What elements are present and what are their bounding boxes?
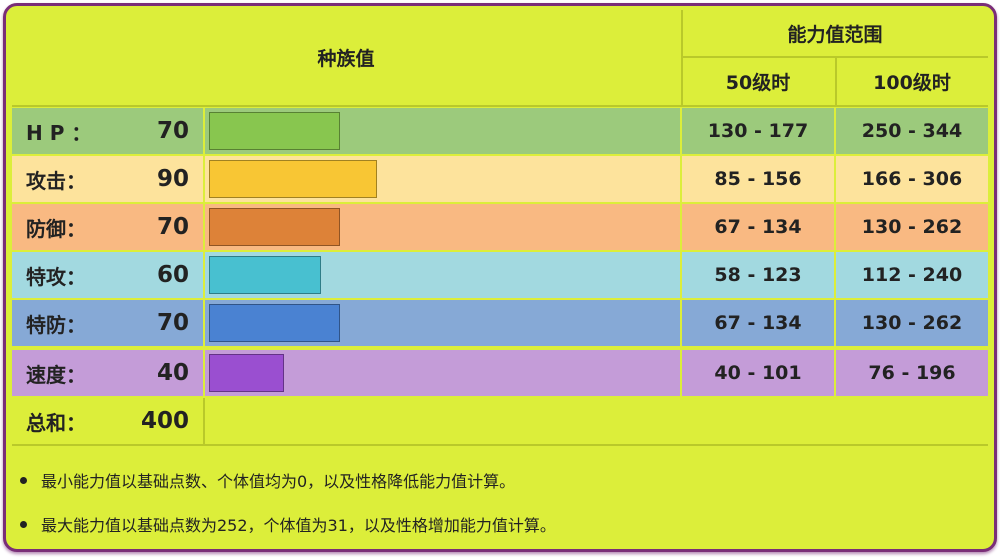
total-value: 400 (140, 408, 189, 434)
bar-cell (205, 204, 680, 250)
total-label: 总和： (26, 410, 86, 435)
header-stat-range: 能力值范围 (787, 23, 883, 46)
stat-bar (209, 354, 284, 392)
bar-cell (205, 156, 680, 202)
range-lv50: 85 - 156 (682, 156, 834, 202)
header-lv100: 100级时 (873, 72, 951, 94)
stat-bar (209, 304, 340, 342)
stat-value: 90 (156, 166, 189, 192)
stat-label: 特攻： (26, 264, 86, 289)
stat-value: 70 (156, 118, 189, 144)
stat-value: 40 (156, 360, 189, 386)
header-base-stats: 种族值 (317, 48, 375, 70)
bar-cell (205, 350, 680, 396)
note-text: 最大能力值以基础点数为252，个体值为31，以及性格增加能力值计算。 (41, 516, 556, 535)
stat-value: 70 (156, 214, 189, 240)
stat-bar (209, 112, 340, 150)
range-lv50: 130 - 177 (682, 108, 834, 154)
bar-cell (205, 252, 680, 298)
stat-row (12, 350, 203, 396)
range-lv50: 67 - 134 (682, 204, 834, 250)
range-lv50: 67 - 134 (682, 300, 834, 346)
stat-row (12, 300, 203, 346)
range-lv50: 40 - 101 (682, 350, 834, 396)
stat-label: 特防： (26, 312, 86, 337)
stat-label: 速度： (26, 362, 86, 387)
range-lv100: 166 - 306 (836, 156, 988, 202)
note-text: 最小能力值以基础点数、个体值均为0，以及性格降低能力值计算。 (41, 472, 516, 491)
stat-row (12, 204, 203, 250)
note-item: 最小能力值以基础点数、个体值均为0，以及性格降低能力值计算。 (20, 458, 556, 502)
note-item: 最大能力值以基础点数为252，个体值为31，以及性格增加能力值计算。 (20, 502, 556, 546)
range-lv100: 130 - 262 (836, 204, 988, 250)
range-lv100: 250 - 344 (836, 108, 988, 154)
stat-bar (209, 160, 378, 198)
range-lv100: 76 - 196 (836, 350, 988, 396)
header-lv50: 50级时 (725, 72, 791, 94)
stat-label: 攻击： (26, 168, 86, 193)
stat-row (12, 252, 203, 298)
notes: 最小能力值以基础点数、个体值均为0，以及性格降低能力值计算。 最大能力值以基础点… (20, 458, 556, 546)
stat-bar (209, 256, 322, 294)
stat-row (12, 156, 203, 202)
bar-cell (205, 300, 680, 346)
bullet-icon (20, 476, 27, 484)
stat-label: 防御： (26, 216, 86, 241)
stat-row (12, 108, 203, 154)
range-lv100: 130 - 262 (836, 300, 988, 346)
bar-cell (205, 108, 680, 154)
range-lv100: 112 - 240 (836, 252, 988, 298)
stat-value: 70 (156, 310, 189, 336)
stat-bar (209, 208, 340, 246)
bullet-icon (20, 520, 27, 528)
stat-label: H P ： (26, 120, 92, 145)
range-lv50: 58 - 123 (682, 252, 834, 298)
stat-value: 60 (156, 262, 189, 288)
